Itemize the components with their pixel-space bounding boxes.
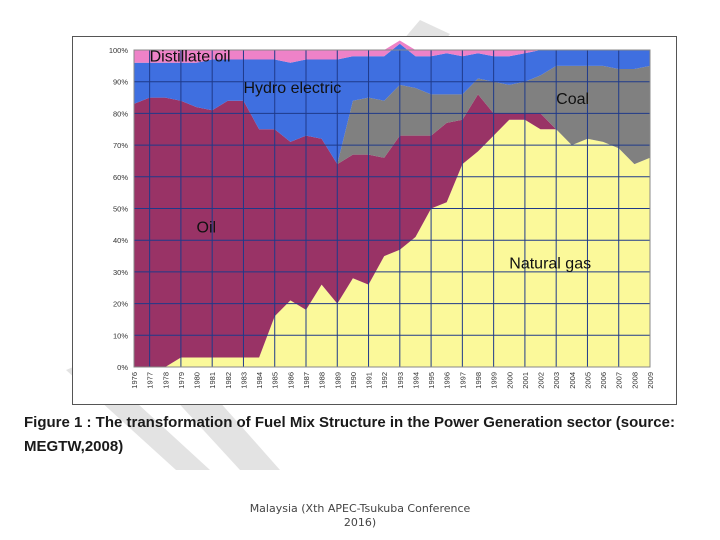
x-tick-label: 1981: [208, 372, 217, 389]
x-tick-label: 1990: [349, 372, 358, 389]
x-tick-label: 1982: [224, 372, 233, 389]
x-tick-label: 1978: [161, 372, 170, 389]
x-tick-label: 1997: [458, 372, 467, 389]
y-tick-label: 30%: [113, 268, 128, 277]
x-tick-label: 1994: [411, 372, 420, 389]
x-tick-label: 1989: [333, 372, 342, 389]
x-tick-label: 1998: [474, 372, 483, 389]
x-tick-label: 1995: [427, 372, 436, 389]
y-tick-label: 60%: [113, 173, 128, 182]
footer-line-1: Malaysia (Xth APEC-Tsukuba Conference: [249, 502, 471, 515]
x-tick-label: 2000: [505, 372, 514, 389]
x-tick-label: 1999: [490, 372, 499, 389]
y-tick-label: 50%: [113, 205, 128, 214]
x-tick-label: 2005: [583, 372, 592, 389]
x-tick-label: 2003: [552, 372, 561, 389]
x-tick-label: 1983: [239, 372, 248, 389]
y-tick-label: 10%: [113, 331, 128, 340]
figure-caption-line-1: Figure 1 : The transformation of Fuel Mi…: [24, 414, 675, 431]
x-tick-label: 1991: [365, 372, 374, 389]
figure-caption-line-2: MEGTW,2008): [24, 438, 124, 455]
x-tick-label: 2002: [537, 372, 546, 389]
y-tick-label: 90%: [113, 78, 128, 87]
y-tick-label: 100%: [109, 46, 129, 55]
area-oil: [134, 94, 650, 368]
series-label: Coal: [556, 91, 589, 108]
x-tick-label: 2009: [646, 372, 655, 389]
x-tick-label: 2006: [599, 372, 608, 389]
area-hydro-electric: [134, 43, 650, 165]
area-coal: [134, 65, 650, 165]
x-tick-label: 1987: [302, 372, 311, 389]
series-label: Hydro electric: [243, 80, 341, 97]
x-tick-label: 1980: [193, 372, 202, 389]
x-tick-label: 2004: [568, 372, 577, 389]
x-tick-label: 1986: [286, 372, 295, 389]
x-tick-label: 1988: [318, 372, 327, 389]
y-tick-label: 0%: [117, 363, 128, 372]
area-natural-gas: [134, 119, 650, 367]
x-tick-label: 1976: [130, 372, 139, 389]
y-tick-label: 40%: [113, 236, 128, 245]
x-tick-label: 1979: [177, 372, 186, 389]
series-label: Distillate oil: [150, 49, 231, 66]
footer-line-2: 2016): [343, 516, 377, 529]
x-tick-label: 1977: [146, 372, 155, 389]
x-tick-label: 2007: [615, 372, 624, 389]
x-tick-label: 1992: [380, 372, 389, 389]
x-tick-label: 2001: [521, 372, 530, 389]
series-label: Oil: [197, 219, 217, 236]
y-tick-label: 80%: [113, 109, 128, 118]
plot-border: [133, 49, 651, 368]
x-tick-label: 1985: [271, 372, 280, 389]
area-distillate-oil: [134, 40, 650, 63]
x-tick-label: 1993: [396, 372, 405, 389]
y-tick-label: 20%: [113, 300, 128, 309]
fuel-mix-chart: 0% 10% 20% 30% 40% 50% 60% 70% 80% 90% 100% 1976 197…: [109, 40, 655, 389]
series-label: Natural gas: [509, 256, 591, 273]
x-tick-label: 1984: [255, 372, 264, 389]
x-tick-label: 2008: [630, 372, 639, 389]
y-tick-label: 70%: [113, 141, 128, 150]
x-tick-label: 1996: [443, 372, 452, 389]
